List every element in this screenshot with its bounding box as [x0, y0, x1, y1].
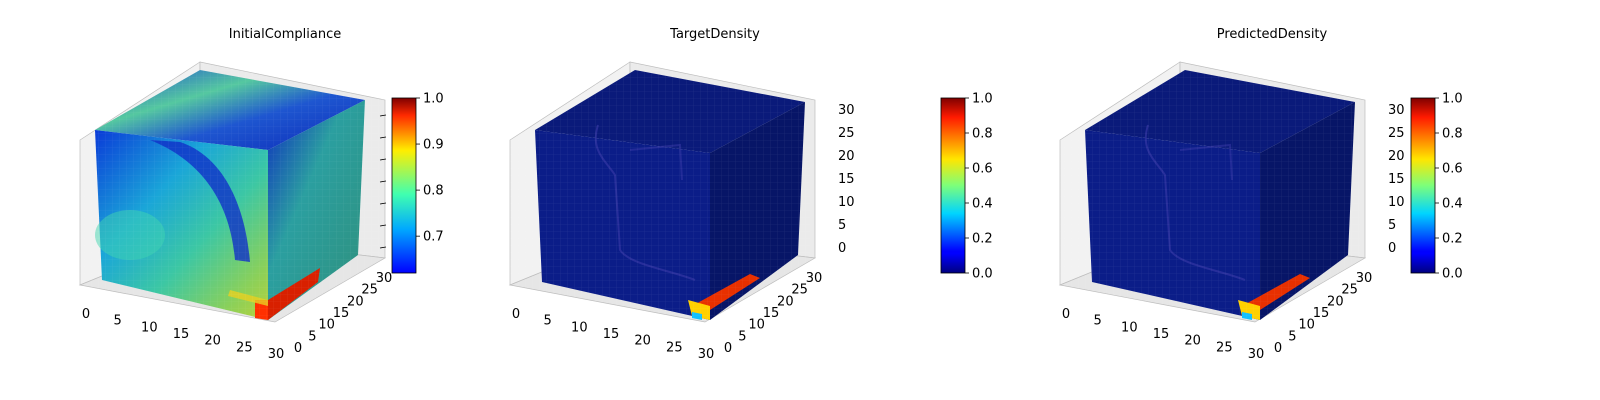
colorbar-tick-label: 0.0 [1442, 267, 1463, 282]
z-tick-mark [379, 114, 387, 117]
x-tick-label: 5 [1094, 314, 1102, 329]
colorbar-tick-label: 0.6 [1442, 162, 1463, 177]
colorbar [391, 97, 417, 274]
z-tick-label: 0 [1388, 241, 1396, 256]
y-tick-label: 15 [1313, 306, 1330, 321]
x-tick-label: 20 [634, 334, 651, 349]
colorbar-tick-label: 0.2 [1442, 232, 1463, 247]
x-tick-label: 30 [268, 347, 285, 362]
x-tick-label: 10 [1121, 320, 1138, 335]
y-tick-label: 15 [333, 306, 350, 321]
y-tick-label: 25 [361, 283, 378, 298]
z-tick-mark [379, 224, 387, 227]
colorbar-tick-label: 0.8 [972, 127, 993, 142]
voxel-grid-overlay [80, 60, 380, 330]
colorbar-tick-label: 0.6 [972, 162, 993, 177]
colorbar-tick-label: 0.8 [1442, 127, 1463, 142]
z-tick-label: 30 [838, 103, 855, 118]
z-tick-mark [379, 202, 387, 205]
y-tick-label: 20 [1327, 294, 1344, 309]
y-tick-label: 5 [1288, 329, 1296, 344]
z-tick-label: 15 [1388, 172, 1405, 187]
y-tick-label: 5 [738, 329, 746, 344]
z-tick-label: 25 [1388, 126, 1405, 141]
colorbar-tick-label: 0.4 [1442, 197, 1463, 212]
y-tick-label: 30 [376, 271, 393, 286]
voxel-grid-overlay [510, 60, 810, 330]
x-tick-label: 15 [173, 327, 190, 342]
z-tick-mark [379, 136, 387, 139]
y-tick-label: 30 [1356, 271, 1373, 286]
panel-title: TargetDensity [669, 27, 760, 42]
colorbar-tick-label: 0.9 [423, 138, 444, 153]
x-tick-label: 5 [114, 314, 122, 329]
y-tick-label: 25 [1341, 283, 1358, 298]
z-tick-label: 5 [1388, 218, 1396, 233]
x-tick-label: 30 [698, 347, 715, 362]
z-tick-label: 10 [838, 195, 855, 210]
z-tick-label: 10 [1388, 195, 1405, 210]
y-tick-label: 15 [763, 306, 780, 321]
colorbar-tick-label: 0.4 [972, 197, 993, 212]
colorbar-tick-label: 0.0 [972, 267, 993, 282]
colorbar [1410, 97, 1436, 274]
y-tick-label: 10 [1298, 318, 1315, 333]
z-tick-label: 20 [838, 149, 855, 164]
z-tick-label: 15 [838, 172, 855, 187]
y-tick-label: 20 [777, 294, 794, 309]
z-tick-label: 25 [838, 126, 855, 141]
y-tick-label: 0 [724, 341, 732, 356]
x-tick-label: 15 [1153, 327, 1170, 342]
x-tick-label: 5 [544, 314, 552, 329]
y-tick-label: 10 [318, 318, 335, 333]
colorbar-tick-label: 1.0 [1442, 92, 1463, 107]
x-tick-label: 10 [141, 320, 158, 335]
y-tick-label: 0 [294, 341, 302, 356]
panel-title: PredictedDensity [1217, 27, 1328, 42]
x-tick-label: 25 [1216, 340, 1233, 355]
y-tick-label: 5 [308, 329, 316, 344]
y-tick-label: 10 [748, 318, 765, 333]
y-tick-label: 25 [791, 283, 808, 298]
voxel-grid-overlay [1060, 60, 1360, 330]
x-tick-label: 10 [571, 320, 588, 335]
z-tick-label: 20 [1388, 149, 1405, 164]
y-tick-label: 0 [1274, 341, 1282, 356]
colorbar-tick-label: 1.0 [972, 92, 993, 107]
z-tick-mark [379, 180, 387, 183]
z-tick-label: 5 [838, 218, 846, 233]
y-tick-label: 20 [347, 294, 364, 309]
x-tick-label: 25 [236, 340, 253, 355]
x-tick-label: 15 [603, 327, 620, 342]
colorbar-tick-label: 1.0 [423, 92, 444, 107]
x-tick-label: 20 [204, 334, 221, 349]
x-tick-label: 0 [82, 307, 90, 322]
colorbar-tick-label: 0.8 [423, 184, 444, 199]
z-tick-mark [379, 158, 387, 161]
x-tick-label: 20 [1184, 334, 1201, 349]
x-tick-label: 0 [512, 307, 520, 322]
colorbar [940, 97, 966, 274]
x-tick-label: 25 [666, 340, 683, 355]
colorbar-tick-label: 0.2 [972, 232, 993, 247]
z-tick-mark [379, 246, 387, 249]
z-tick-label: 30 [1388, 103, 1405, 118]
colorbar-tick-label: 0.7 [423, 230, 444, 245]
x-tick-label: 30 [1248, 347, 1265, 362]
panel-title: InitialCompliance [229, 27, 342, 42]
z-tick-label: 0 [838, 241, 846, 256]
y-tick-label: 30 [806, 271, 823, 286]
x-tick-label: 0 [1062, 307, 1070, 322]
